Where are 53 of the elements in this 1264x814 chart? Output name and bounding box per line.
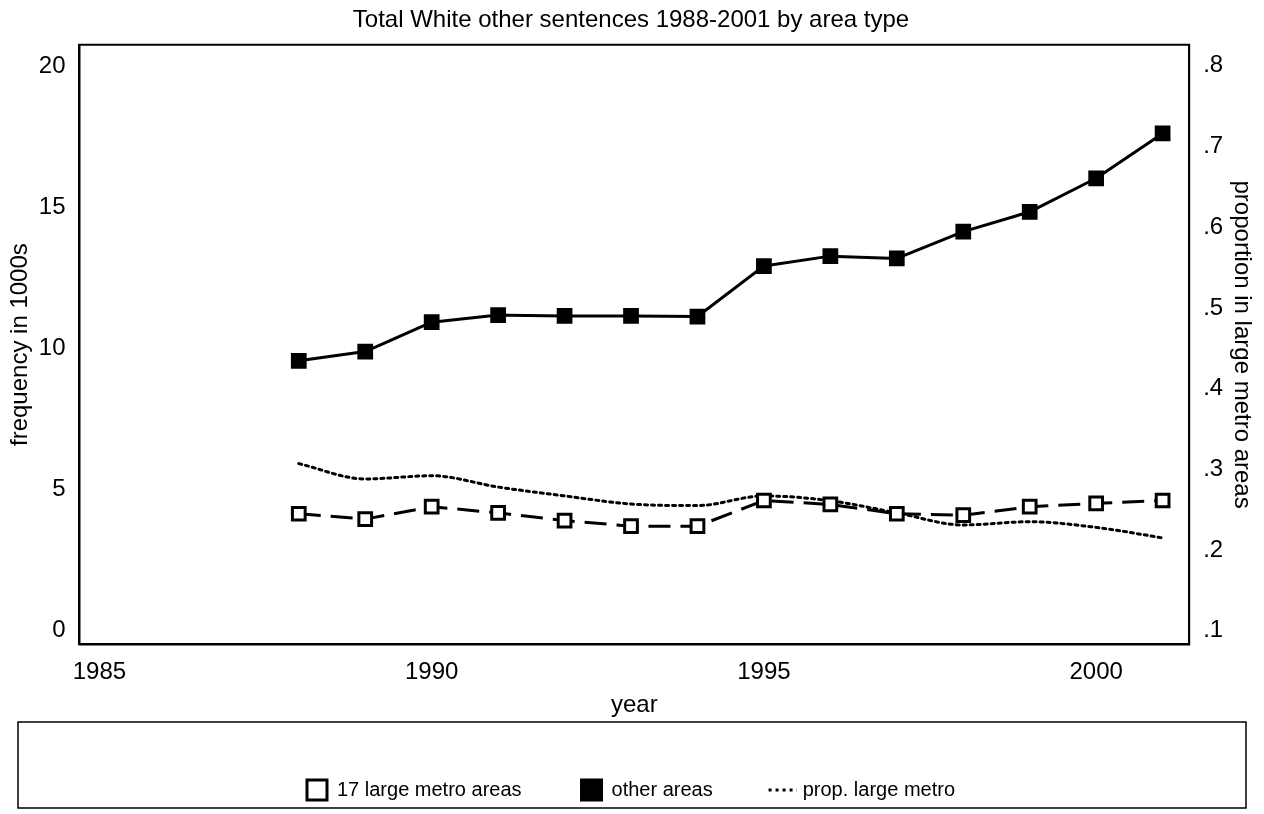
chart-title: Total White other sentences 1988-2001 by area type [352,5,910,33]
point [1021,498,1038,515]
point [623,518,639,535]
point [623,308,639,324]
legend-label: other areas [611,777,713,800]
point [756,258,772,274]
x-tick-label: 2000 [1069,657,1123,685]
y2-tick-label: .6 [1203,211,1224,239]
point [290,352,307,369]
y2-axis-title: proportion in large metro areas [1229,180,1257,509]
point [490,307,506,323]
x-tick-label: 1985 [72,657,127,685]
y-tick-label: 15 [38,191,66,219]
x-tick-label: 1995 [737,657,791,685]
point [689,308,706,325]
point [1154,492,1171,509]
y-tick-label: 0 [52,614,66,642]
legend-label: 17 large metro areas [337,777,522,800]
y2-tick-label: .4 [1203,373,1224,401]
point [1088,495,1105,512]
line-series [297,462,1165,540]
point [556,512,573,529]
y2-tick-label: .8 [1203,50,1224,78]
y2-tick-label: .3 [1203,453,1224,481]
point [888,250,905,267]
y-axis-title: frequency in 1000s [5,243,33,447]
point [1021,203,1038,220]
point [955,507,972,524]
y2-tick-label: .1 [1203,615,1224,643]
point [822,248,839,265]
point [556,308,573,324]
point [290,505,307,522]
x-tick-label: 1990 [404,657,459,685]
y2-tick-label: .5 [1203,292,1224,320]
point [1088,170,1105,187]
point [357,343,374,360]
y2-tick-label: .7 [1203,131,1224,159]
y2-tick-label: .2 [1203,534,1224,562]
legend-label: prop. large metro [802,777,956,800]
point [822,496,839,513]
y-tick-label: 10 [38,332,66,360]
point [357,511,374,527]
y-tick-label: 20 [38,50,66,78]
point [955,223,972,240]
y-tick-label: 5 [52,473,66,501]
point [756,492,772,509]
point [888,505,905,522]
x-axis-title: year [611,690,658,718]
point [689,518,706,535]
point [423,314,440,331]
point [1154,125,1171,142]
point [423,498,440,515]
point [490,505,506,521]
